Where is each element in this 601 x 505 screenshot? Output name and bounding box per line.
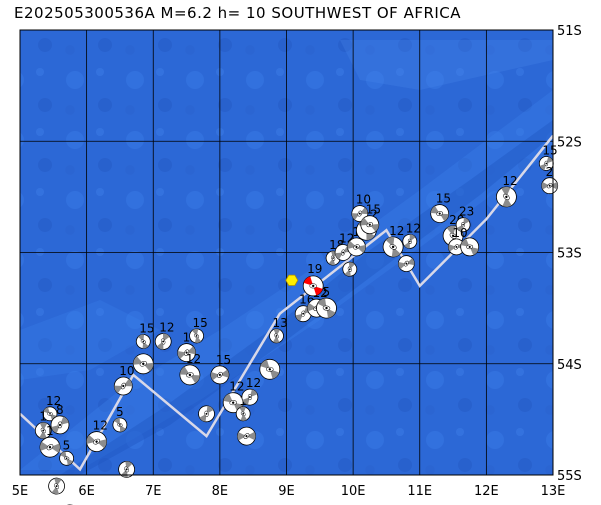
- map-frame: [19, 29, 554, 476]
- event-depth-label: 13: [273, 316, 288, 330]
- focal-mechanism: [402, 233, 418, 249]
- focal-mechanism: [430, 204, 450, 224]
- focal-mechanism: [198, 405, 215, 423]
- lat-label: 53S: [557, 247, 582, 262]
- event-depth-label: 12: [186, 352, 201, 366]
- main-event-label: 19: [307, 262, 322, 276]
- focal-mechanism: [235, 406, 251, 422]
- focal-mechanism: [541, 177, 559, 195]
- lat-label: 54S: [557, 358, 582, 373]
- focal-mechanism: [222, 392, 244, 414]
- focal-mechanism: [34, 422, 52, 439]
- focal-mechanism: [86, 431, 107, 453]
- event-depth-label: 10: [452, 226, 467, 240]
- event-depth-label: 12: [502, 174, 517, 188]
- lon-label: 6E: [78, 484, 95, 499]
- lon-label: 5E: [12, 484, 29, 499]
- lon-label: 8E: [212, 484, 229, 499]
- lon-label: 13E: [541, 484, 566, 499]
- focal-mechanism: [241, 388, 259, 406]
- lat-label: 51S: [557, 24, 582, 39]
- focal-mechanism: [189, 328, 205, 344]
- focal-mechanism: [269, 328, 284, 344]
- focal-mechanism: [360, 215, 380, 235]
- lon-label: 11E: [407, 484, 432, 499]
- lon-label: 7E: [145, 484, 162, 499]
- focal-mechanism: [316, 297, 337, 319]
- event-depth-label: 10: [356, 193, 371, 207]
- focal-mechanism: [132, 353, 154, 375]
- focal-mechanism: [259, 358, 281, 380]
- focal-mechanism: [48, 477, 65, 495]
- focal-mechanism: [42, 406, 58, 422]
- event-depth-label: 2: [546, 165, 554, 179]
- focal-mechanism: [135, 334, 151, 349]
- focal-mechanisms: 1218151251015121212151512151213161251812…: [34, 144, 559, 505]
- latitude-labels: 51S 52S 53S 54S 55S: [557, 24, 582, 484]
- focal-mechanism: [154, 333, 172, 350]
- map-title: E202505300536A M=6.2 h= 10 SOUTHWEST OF …: [14, 4, 462, 22]
- event-depth-label: 15: [193, 316, 208, 330]
- epicenter-marker: [285, 274, 299, 286]
- event-depth-label: 23: [459, 205, 474, 219]
- focal-mechanism: [237, 426, 256, 446]
- event-depth-label: 15: [436, 192, 451, 206]
- lat-lon-grid: [20, 30, 553, 475]
- lat-label: 52S: [557, 135, 582, 150]
- lon-label: 12E: [474, 484, 499, 499]
- focal-mechanism: [179, 364, 201, 386]
- focal-mechanism: [455, 217, 471, 233]
- main-event-mechanism: [302, 275, 324, 297]
- focal-mechanism: [113, 376, 133, 396]
- focal-mechanism: [460, 237, 480, 257]
- focal-mechanism: [118, 460, 135, 478]
- focal-mechanism: [342, 261, 358, 277]
- focal-mechanism: [294, 305, 312, 323]
- focal-mechanism: [495, 186, 517, 208]
- lon-label: 9E: [278, 484, 295, 499]
- lon-label: 10E: [341, 484, 366, 499]
- event-depth-label: 1: [39, 410, 47, 424]
- lat-label: 55S: [557, 469, 582, 484]
- event-depth-label: 12: [159, 321, 174, 335]
- event-depth-label: 12: [93, 419, 108, 433]
- event-depth-label: 15: [216, 353, 231, 367]
- event-depth-label: 15: [139, 322, 154, 336]
- event-depth-label: 5: [322, 285, 330, 299]
- event-depth-label: 12: [46, 394, 61, 408]
- focal-mechanism: [59, 450, 74, 466]
- event-depth-label: 12: [406, 221, 421, 235]
- event-depth-label: 10: [119, 364, 134, 378]
- focal-mechanism: [112, 417, 128, 433]
- focal-mechanism: [39, 436, 61, 458]
- event-depth-label: 12: [229, 380, 244, 394]
- focal-mechanism: [50, 415, 70, 435]
- focal-mechanism: [538, 156, 554, 171]
- event-depth-label: 15: [542, 144, 557, 158]
- event-depth-label: 12: [389, 224, 404, 238]
- focal-mechanism: [210, 365, 230, 385]
- event-depth-label: 5: [116, 405, 124, 419]
- focal-mechanism: [382, 236, 404, 258]
- focal-mechanism: [347, 237, 366, 257]
- focal-mechanism: [177, 343, 197, 363]
- focal-mechanism: [397, 255, 415, 273]
- main-event: 19: [285, 262, 324, 297]
- event-depth-label: 1: [46, 424, 54, 438]
- event-depth-label: 12: [246, 376, 261, 390]
- longitude-labels: 5E 6E 7E 8E 9E 10E 11E 12E 13E: [12, 484, 566, 499]
- event-depth-label: 5: [63, 438, 71, 452]
- event-depth-label: 15: [366, 203, 381, 217]
- event-depth-label: 8: [56, 403, 64, 417]
